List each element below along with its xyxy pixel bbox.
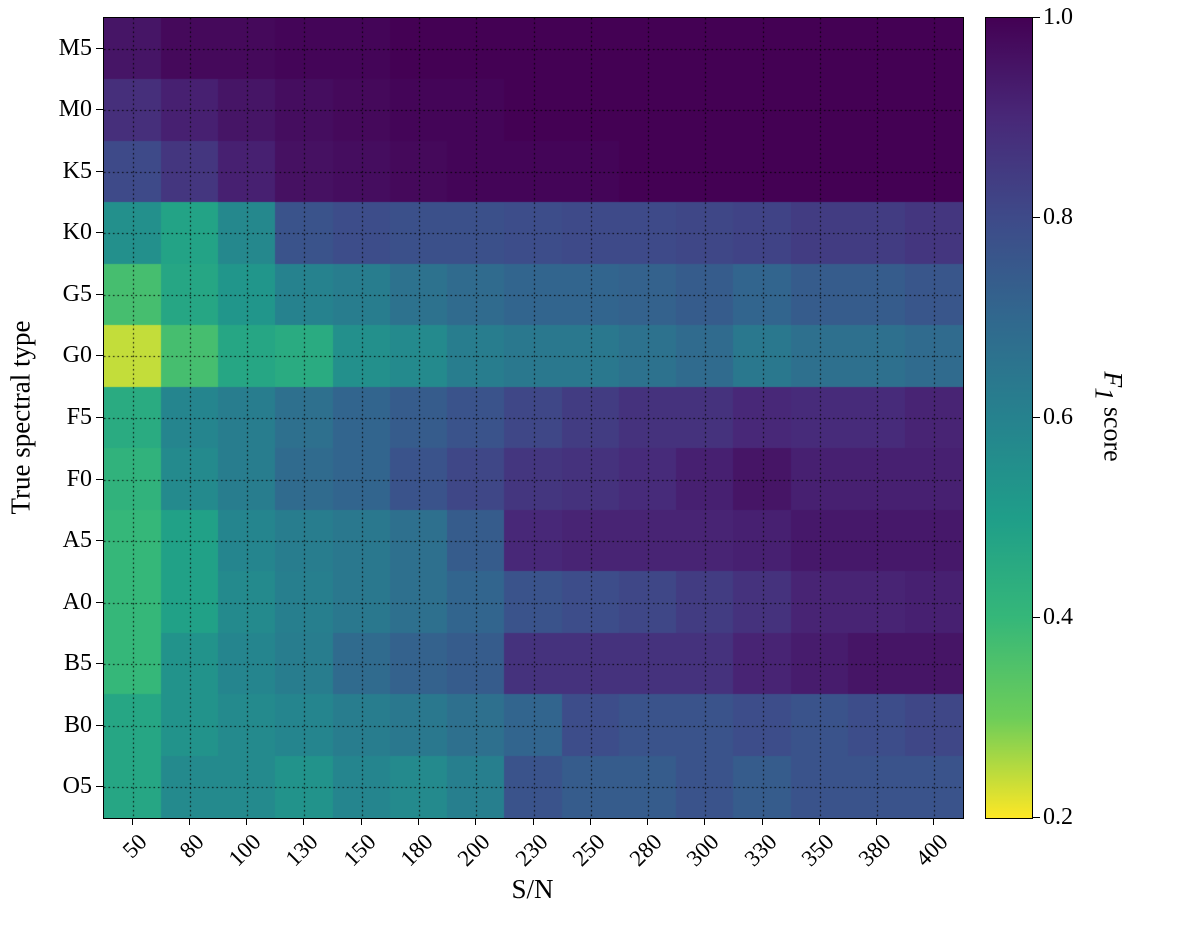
colorbar-label: F1 score xyxy=(1088,372,1127,462)
y-tick-label: B5 xyxy=(63,650,92,676)
colorbar-tick-label: 0.2 xyxy=(1043,804,1073,830)
y-tick-label: K5 xyxy=(62,158,92,184)
y-axis-label-wrap: True spectral type xyxy=(0,17,42,817)
y-tick xyxy=(96,294,103,295)
colorbar-tick xyxy=(1033,817,1040,818)
y-tick-label: M0 xyxy=(58,96,92,122)
y-tick xyxy=(96,48,103,49)
y-tick-label: F5 xyxy=(66,404,92,430)
colorbar-gradient xyxy=(986,18,1032,818)
x-tick xyxy=(418,818,419,825)
y-tick xyxy=(96,663,103,664)
x-tick xyxy=(647,818,648,825)
x-tick xyxy=(819,818,820,825)
y-tick xyxy=(96,417,103,418)
colorbar-tick-label: 1.0 xyxy=(1043,4,1073,30)
colorbar-tick xyxy=(1033,17,1040,18)
colorbar xyxy=(985,17,1033,819)
colorbar-label-wrap: F1 score xyxy=(1085,17,1131,817)
x-tick xyxy=(590,818,591,825)
y-tick-label: M5 xyxy=(58,35,92,61)
y-tick-label: A0 xyxy=(62,589,92,615)
x-tick xyxy=(475,818,476,825)
y-tick xyxy=(96,355,103,356)
y-tick xyxy=(96,786,103,787)
y-axis-label: True spectral type xyxy=(5,320,36,514)
y-tick-label: K0 xyxy=(62,219,92,245)
x-tick xyxy=(533,818,534,825)
y-tick-label: A5 xyxy=(62,527,92,553)
y-tick xyxy=(96,171,103,172)
colorbar-label-rest: score xyxy=(1098,400,1128,463)
heatmap-canvas xyxy=(104,18,963,818)
y-tick-label: F0 xyxy=(66,466,92,492)
x-tick xyxy=(876,818,877,825)
y-tick xyxy=(96,602,103,603)
y-tick xyxy=(96,540,103,541)
colorbar-tick xyxy=(1033,417,1040,418)
colorbar-label-sub: 1 xyxy=(1089,387,1119,401)
y-tick xyxy=(96,725,103,726)
x-tick xyxy=(933,818,934,825)
y-tick-label: B0 xyxy=(63,712,92,738)
colorbar-tick-label: 0.6 xyxy=(1043,404,1073,430)
colorbar-tick xyxy=(1033,617,1040,618)
y-tick-label: G5 xyxy=(62,281,92,307)
x-tick xyxy=(303,818,304,825)
colorbar-label-var: F xyxy=(1098,371,1128,388)
x-tick xyxy=(246,818,247,825)
x-tick xyxy=(762,818,763,825)
y-tick-label: O5 xyxy=(62,773,92,799)
y-tick xyxy=(96,232,103,233)
x-axis-label: S/N xyxy=(511,874,554,904)
colorbar-tick-label: 0.8 xyxy=(1043,204,1073,230)
colorbar-tick-label: 0.4 xyxy=(1043,604,1073,630)
x-tick xyxy=(361,818,362,825)
y-tick xyxy=(96,109,103,110)
x-tick xyxy=(132,818,133,825)
x-tick xyxy=(704,818,705,825)
heatmap-plot-area xyxy=(103,17,964,819)
x-tick xyxy=(189,818,190,825)
colorbar-tick xyxy=(1033,217,1040,218)
y-tick-label: G0 xyxy=(62,342,92,368)
y-tick xyxy=(96,479,103,480)
